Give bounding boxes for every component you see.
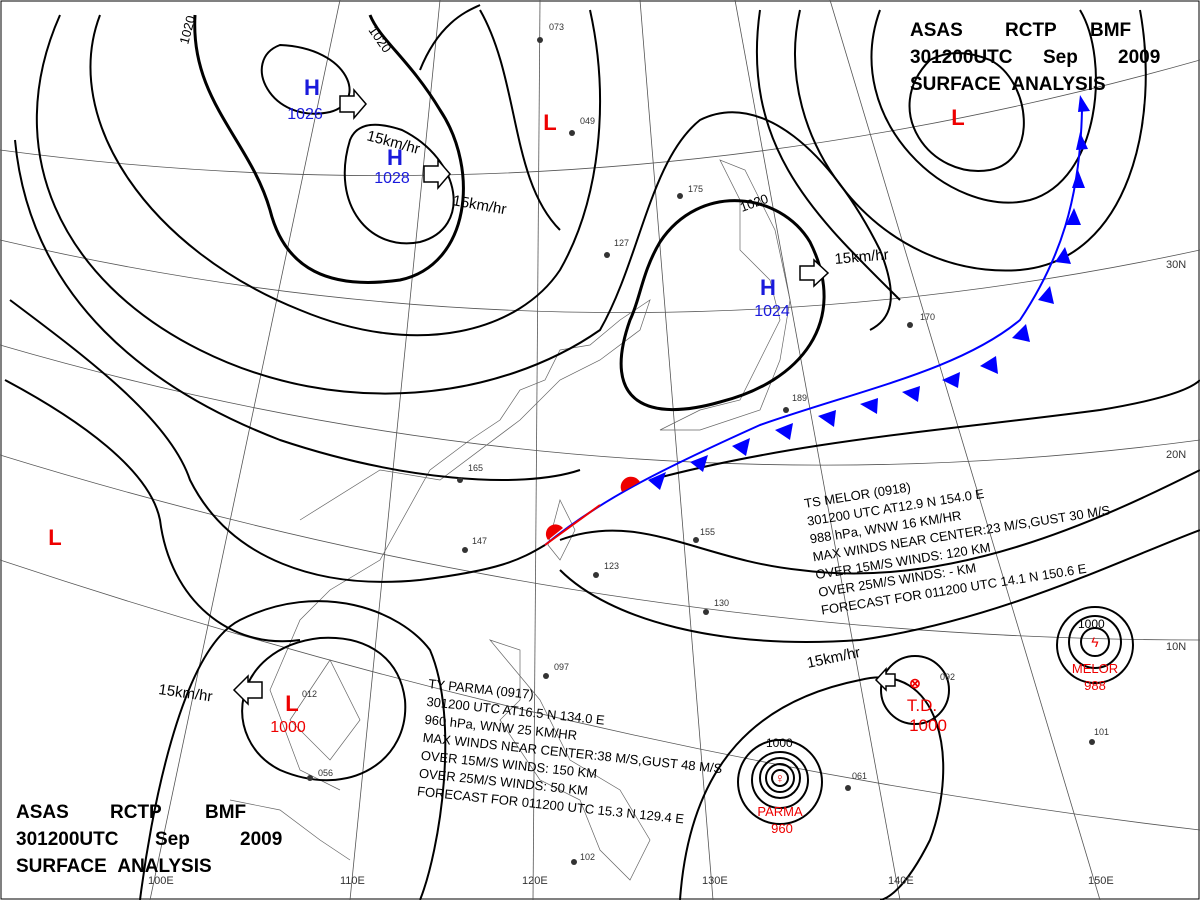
center-pressure: 1024 (754, 303, 790, 320)
station-value: 056 (318, 768, 333, 778)
front (544, 95, 1090, 546)
low-symbol: L (951, 105, 964, 130)
header-text: 301200UTC (16, 829, 119, 850)
low-symbol: L (543, 110, 556, 135)
low-symbol: L (48, 525, 61, 550)
storm-labels: MELOR 988 PARMA 960 T.D. 1000 (757, 661, 1118, 836)
lat-label: 30N (1166, 259, 1186, 271)
header-text: 301200UTC (910, 47, 1013, 68)
header-text: BMF (205, 802, 246, 823)
lon-label: 130E (702, 875, 728, 887)
lat-label: 20N (1166, 449, 1186, 461)
high-symbol: H (760, 275, 776, 300)
storm-pressure: 1000 (909, 716, 947, 735)
station-value: 147 (472, 536, 487, 546)
station-value: 101 (1094, 727, 1109, 737)
header-top: ASAS RCTP BMF 301200UTC Sep 2009 SURFACE… (910, 20, 1160, 95)
isobar-label: 1000 (766, 736, 793, 750)
station-value: 049 (580, 116, 595, 126)
motion-arrows (232, 87, 896, 706)
center-pressure: 1026 (287, 106, 323, 123)
station-value: 170 (920, 312, 935, 322)
storm-name: MELOR (1072, 661, 1118, 676)
isobar-label: 1000 (1078, 617, 1105, 631)
lon-label: 140E (888, 875, 914, 887)
center-pressure: 1028 (374, 170, 410, 187)
storm-pressure: 960 (771, 821, 793, 836)
station-value: 102 (580, 852, 595, 862)
storm-pressure: 988 (1084, 678, 1106, 693)
header-text: SURFACE ANALYSIS (16, 856, 212, 877)
station-value: 189 (792, 393, 807, 403)
station-value: 130 (714, 598, 729, 608)
lon-label: 110E (340, 875, 365, 887)
station-value: 127 (614, 238, 629, 248)
storm-name: PARMA (757, 804, 803, 819)
station-value: 155 (700, 527, 715, 537)
station-value: 165 (468, 463, 483, 473)
station-value: 073 (549, 22, 564, 32)
coastlines (229, 159, 791, 881)
station-value: 061 (852, 771, 867, 781)
isobar-label: 1020 (176, 14, 198, 46)
wind-speed-label: 15km/hr (834, 246, 889, 268)
storm-symbols: ♀ ϟ ⊗ (775, 634, 1100, 786)
header-text: Sep (1043, 47, 1078, 68)
graticule-labels: 30N 20N 10N 100E 110E 120E 130E 140E 150… (148, 259, 1186, 887)
station-value: 175 (688, 184, 703, 194)
svg-text:♀: ♀ (775, 770, 786, 786)
lon-label: 100E (148, 875, 174, 887)
stations: 073 049 175 127 165 189 170 147 123 130 … (302, 22, 1109, 865)
lon-label: 120E (522, 875, 548, 887)
header-text: RCTP (110, 802, 162, 823)
pressure-centers: H 1026 H 1028 H 1024 L 1000 L L L (48, 75, 964, 736)
station-value: 012 (302, 689, 317, 699)
header-text: 2009 (240, 829, 282, 850)
header-text: ASAS (910, 20, 963, 41)
high-symbol: H (304, 75, 320, 100)
center-pressure: 1000 (270, 719, 306, 736)
high-symbol: H (387, 145, 403, 170)
low-symbol: L (285, 691, 298, 716)
header-text: Sep (155, 829, 190, 850)
lon-label: 150E (1088, 875, 1114, 887)
header-text: BMF (1090, 20, 1131, 41)
storm-name: T.D. (907, 696, 937, 715)
svg-text:⊗: ⊗ (909, 675, 921, 691)
header-text: 2009 (1118, 47, 1160, 68)
header-bottom: ASAS RCTP BMF 301200UTC Sep 2009 SURFACE… (16, 802, 282, 877)
header-text: RCTP (1005, 20, 1057, 41)
station-value: 097 (554, 662, 569, 672)
header-text: SURFACE ANALYSIS (910, 74, 1106, 95)
header-text: ASAS (16, 802, 69, 823)
svg-text:ϟ: ϟ (1091, 634, 1099, 650)
station-value: 123 (604, 561, 619, 571)
station-value: 092 (940, 672, 955, 682)
lat-label: 10N (1166, 641, 1186, 653)
